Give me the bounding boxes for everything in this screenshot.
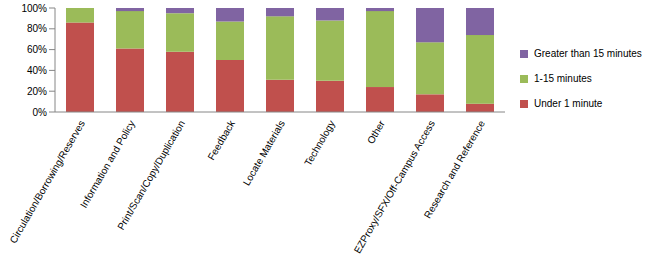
svg-text:Locate Materials: Locate Materials [241, 119, 287, 188]
svg-text:40%: 40% [27, 65, 47, 76]
html-text:Greater than 15 minutes: Greater than 15 minutes [534, 48, 642, 59]
svg-text:60%: 60% [27, 44, 47, 55]
html-text:Under 1 minute: Under 1 minute [534, 98, 603, 109]
svg-text:Research and Reference: Research and Reference [422, 118, 487, 220]
svg-text:Feedback: Feedback [205, 118, 237, 162]
svg-text:0%: 0% [33, 107, 48, 118]
svg-text:Technology: Technology [302, 119, 337, 168]
svg-text:100%: 100% [21, 3, 47, 14]
svg-text:Print/Scan/Copy/Duplication: Print/Scan/Copy/Duplication [115, 119, 187, 232]
svg-text:EZProxy/SFX/Off-Campus Access: EZProxy/SFX/Off-Campus Access [352, 119, 437, 256]
svg-text:20%: 20% [27, 86, 47, 97]
svg-text:Information and Policy: Information and Policy [78, 119, 137, 210]
html-text:1-15 minutes: 1-15 minutes [534, 73, 592, 84]
svg-text:80%: 80% [27, 23, 47, 34]
svg-text:Circulation/Borrowing/Reserves: Circulation/Borrowing/Reserves [8, 119, 87, 246]
svg-text:Other: Other [365, 118, 387, 146]
